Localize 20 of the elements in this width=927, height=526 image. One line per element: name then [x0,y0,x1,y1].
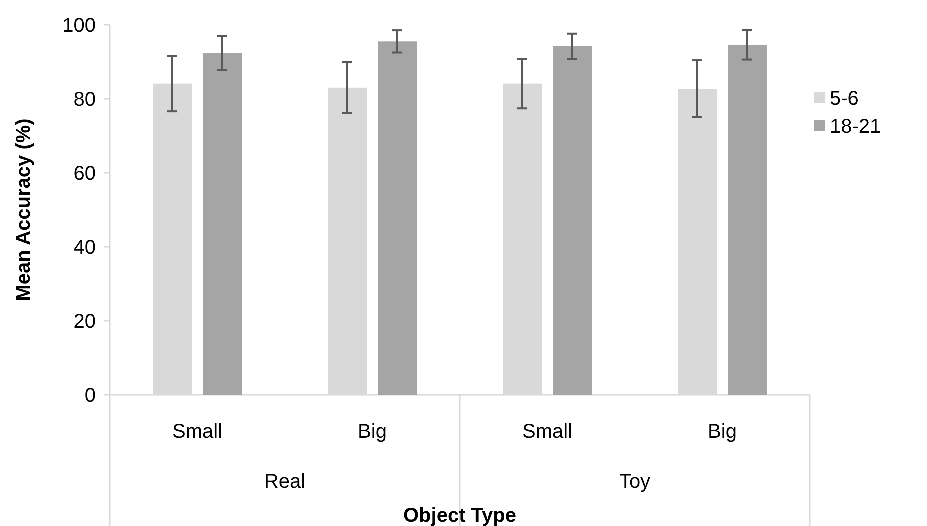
x-tick-label: Small [172,421,223,443]
bar [203,53,242,395]
y-tick-label: 40 [74,237,96,259]
bar [728,44,767,395]
y-tick-label: 0 [84,385,96,407]
bar [378,42,417,395]
legend-label: 5-6 [830,88,859,110]
x-axis-title: Object Type [404,505,516,526]
y-axis-title: Mean Accuracy (%) [13,118,35,302]
y-tick-label: 80 [74,89,96,111]
x-tick-label: Big [708,421,737,443]
x-tick-label: Small [522,421,573,443]
y-tick-label: 20 [74,311,96,333]
x-tick-label: Big [358,421,387,443]
text: Real [264,471,306,493]
y-tick-label: 100 [62,15,96,37]
legend-label: 18-21 [830,116,882,138]
y-tick-label: 60 [74,163,96,185]
text: Toy [619,471,651,493]
bar [553,46,592,395]
